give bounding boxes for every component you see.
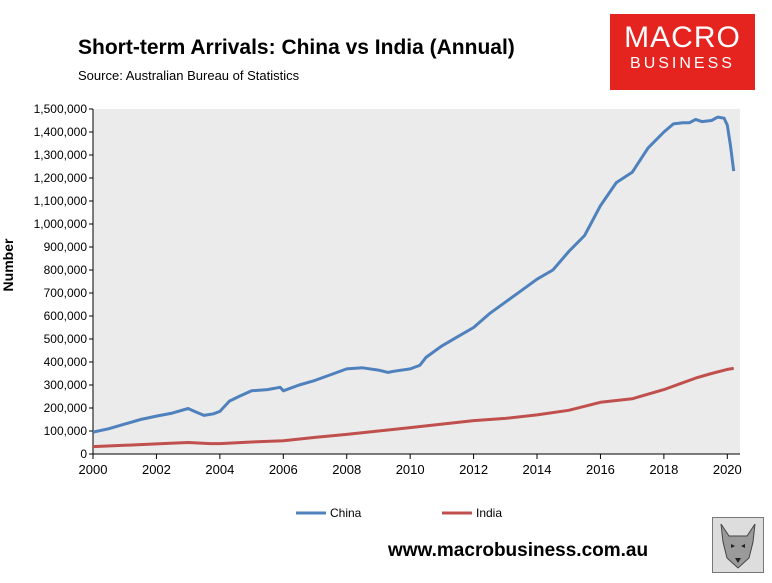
macrobusiness-logo[interactable]: MACRO BUSINESS xyxy=(610,14,755,90)
y-tick-label: 1,000,000 xyxy=(34,217,88,231)
y-tick-label: 400,000 xyxy=(44,355,88,369)
x-tick-label: 2016 xyxy=(586,462,615,477)
y-tick-label: 300,000 xyxy=(44,378,88,392)
wolf-logo-icon xyxy=(712,517,764,573)
legend-label-china: China xyxy=(330,506,362,520)
y-tick-label: 1,300,000 xyxy=(34,148,88,162)
x-tick-label: 2000 xyxy=(79,462,108,477)
footer-url[interactable]: www.macrobusiness.com.au xyxy=(388,540,649,561)
y-tick-label: 1,500,000 xyxy=(34,102,88,116)
y-tick-label: 1,200,000 xyxy=(34,171,88,185)
legend-label-india: India xyxy=(476,506,502,520)
x-tick-label: 2006 xyxy=(269,462,298,477)
x-tick-label: 2020 xyxy=(713,462,742,477)
legend: China India xyxy=(296,506,502,520)
y-tick-label: 900,000 xyxy=(44,240,88,254)
chart-title: Short-term Arrivals: China vs India (Ann… xyxy=(78,36,515,59)
x-tick-label: 2010 xyxy=(396,462,425,477)
x-axis: 2000 2002 2004 2006 2008 2010 2012 2014 2016 2018… xyxy=(79,454,742,477)
series-line-india xyxy=(92,366,734,449)
y-axis: 0 100,000 200,000 300,000 400,000 500,000 600,… xyxy=(34,102,93,461)
y-tick-label: 200,000 xyxy=(44,401,88,415)
y-tick-label: 1,400,000 xyxy=(34,125,88,139)
plot-area xyxy=(93,109,740,454)
x-tick-label: 2014 xyxy=(523,462,552,477)
series-line-china xyxy=(92,115,736,434)
y-tick-label: 700,000 xyxy=(44,286,88,300)
logo-line-2: BUSINESS xyxy=(630,55,735,72)
x-tick-label: 2002 xyxy=(142,462,171,477)
y-axis-label: Number xyxy=(0,238,16,291)
y-tick-label: 0 xyxy=(80,447,87,461)
x-tick-label: 2008 xyxy=(332,462,361,477)
y-tick-label: 1,100,000 xyxy=(34,194,88,208)
y-tick-label: 100,000 xyxy=(44,424,88,438)
series-group xyxy=(92,115,736,449)
x-tick-label: 2012 xyxy=(459,462,488,477)
chart-source: Source: Australian Bureau of Statistics xyxy=(78,68,300,83)
y-tick-label: 800,000 xyxy=(44,263,88,277)
x-tick-label: 2018 xyxy=(649,462,678,477)
x-tick-label: 2004 xyxy=(205,462,234,477)
y-tick-label: 600,000 xyxy=(44,309,88,323)
logo-line-1: MACRO xyxy=(624,21,741,54)
y-tick-label: 500,000 xyxy=(44,332,88,346)
